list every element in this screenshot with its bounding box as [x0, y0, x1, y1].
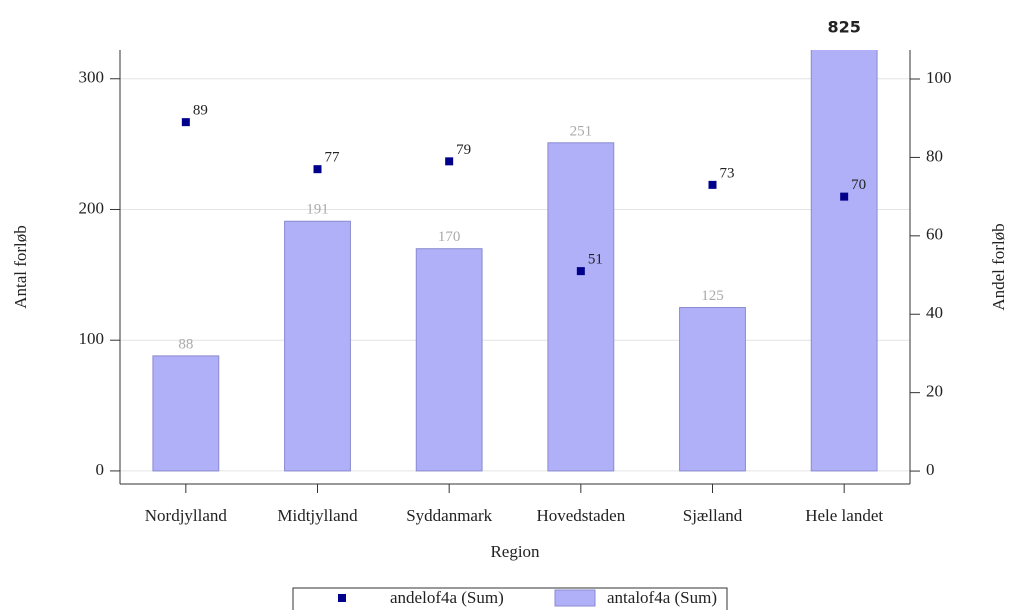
- bar: [547, 142, 615, 472]
- bar: [679, 307, 746, 472]
- legend-box: [292, 587, 728, 610]
- point: [708, 180, 717, 189]
- point-value-label: 89: [193, 103, 208, 119]
- y2-tick-label: 100: [926, 68, 952, 87]
- x-tick-label: Midtjylland: [277, 506, 358, 525]
- x-tick-label: Syddanmark: [406, 506, 492, 525]
- legend-marker: [338, 594, 346, 602]
- bar-value-label: 251: [570, 123, 593, 139]
- x-tick-label: Nordjylland: [145, 506, 228, 525]
- point: [181, 118, 190, 127]
- point-value-label: 73: [720, 165, 735, 181]
- y-tick-label: 0: [96, 460, 105, 479]
- point: [313, 165, 322, 174]
- point-value-label: 79: [456, 142, 471, 158]
- y2-tick-label: 80: [926, 146, 943, 165]
- y2-tick-label: 60: [926, 225, 943, 244]
- bar-value-label: 825: [827, 18, 860, 37]
- y-tick-label: 300: [79, 68, 105, 87]
- point-value-label: 51: [588, 252, 603, 268]
- point-value-label: 70: [851, 177, 866, 193]
- y2-tick-label: 20: [926, 382, 943, 401]
- y-tick-label: 200: [79, 198, 105, 217]
- y2-axis-title: Andel forløb: [989, 223, 1008, 310]
- x-tick-label: Hele landet: [805, 506, 883, 525]
- x-tick-label: Sjælland: [683, 506, 743, 525]
- point-value-label: 77: [325, 150, 341, 166]
- point: [445, 157, 454, 166]
- point: [576, 267, 585, 276]
- bar-value-label: 88: [178, 336, 193, 352]
- y-tick-label: 100: [79, 329, 105, 348]
- bar-value-label: 125: [701, 288, 724, 304]
- bar: [152, 355, 220, 472]
- legend: andelof4a (Sum) antalof4a (Sum): [338, 588, 717, 607]
- point: [840, 192, 849, 201]
- legend-label: andelof4a (Sum): [390, 588, 504, 607]
- bar: [810, 50, 878, 472]
- bar: [284, 220, 351, 472]
- y-axis-title: Antal forløb: [11, 225, 30, 309]
- x-axis-title: Region: [490, 542, 540, 561]
- bars: [152, 50, 878, 472]
- x-tick-label: Hovedstaden: [536, 506, 625, 525]
- legend-label: antalof4a (Sum): [607, 588, 717, 607]
- y2-tick-label: 40: [926, 303, 943, 322]
- bar-value-label: 191: [306, 202, 329, 218]
- grid: [120, 78, 910, 472]
- foreground: 0 100 200 300 0 20 40 60 80 100 Nordjylland Midtjyl…: [79, 18, 952, 525]
- y2-tick-label: 0: [926, 460, 935, 479]
- bar: [415, 248, 483, 472]
- legend-swatch: [554, 589, 596, 607]
- bar-value-label: 170: [438, 229, 461, 245]
